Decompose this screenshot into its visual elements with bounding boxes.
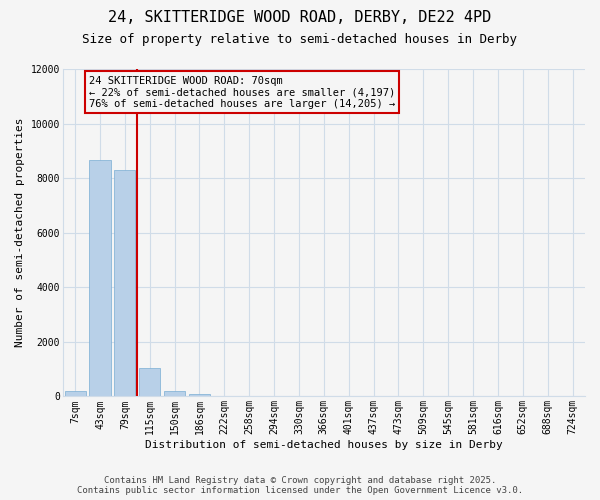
Bar	[89, 160, 110, 396]
Text: 24 SKITTERIDGE WOOD ROAD: 70sqm
← 22% of semi-detached houses are smaller (4,197: 24 SKITTERIDGE WOOD ROAD: 70sqm ← 22% of…	[89, 76, 395, 108]
Bar	[189, 394, 210, 396]
Bar	[65, 391, 86, 396]
Y-axis label: Number of semi-detached properties: Number of semi-detached properties	[15, 118, 25, 348]
Bar	[139, 368, 160, 396]
Text: Size of property relative to semi-detached houses in Derby: Size of property relative to semi-detach…	[83, 32, 517, 46]
Bar	[115, 170, 136, 396]
Text: Contains HM Land Registry data © Crown copyright and database right 2025.
Contai: Contains HM Land Registry data © Crown c…	[77, 476, 523, 495]
Bar	[164, 391, 185, 396]
Text: 24, SKITTERIDGE WOOD ROAD, DERBY, DE22 4PD: 24, SKITTERIDGE WOOD ROAD, DERBY, DE22 4…	[109, 10, 491, 25]
X-axis label: Distribution of semi-detached houses by size in Derby: Distribution of semi-detached houses by …	[145, 440, 503, 450]
